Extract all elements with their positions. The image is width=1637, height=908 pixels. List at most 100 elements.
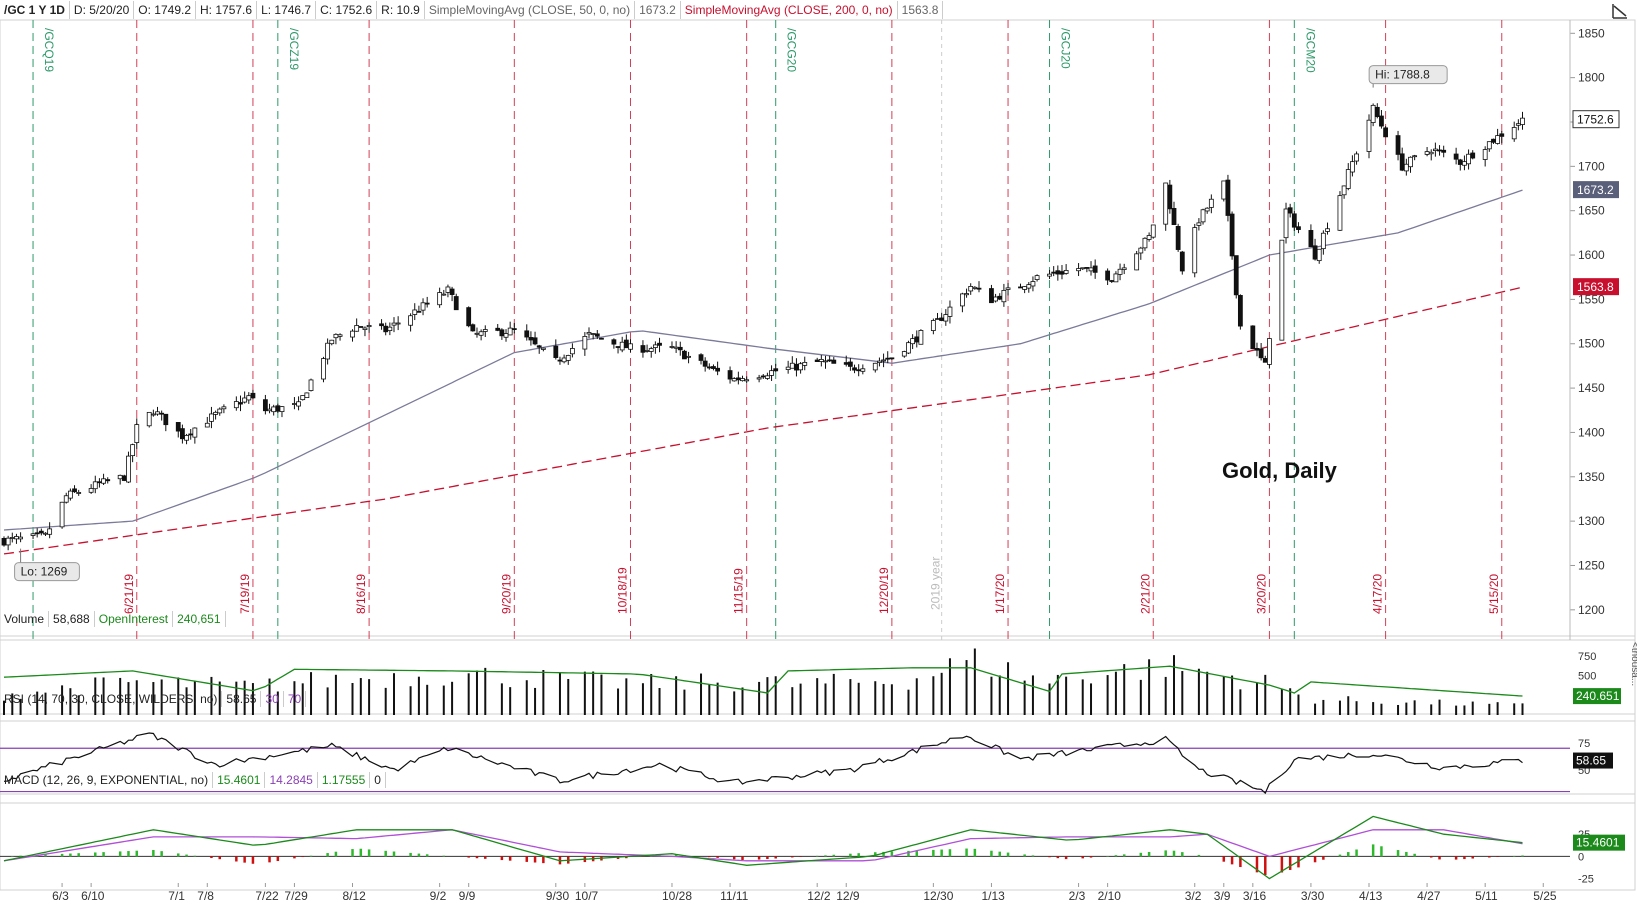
macd-label[interactable]: MACD (12, 26, 9, EXPONENTIAL, no) [0, 772, 214, 788]
candle-body [1163, 182, 1169, 225]
candle-body [1237, 295, 1243, 327]
price-tick-label: 1700 [1578, 159, 1605, 173]
candle-body [1221, 180, 1227, 200]
candle-body [296, 401, 301, 407]
candle-body [901, 351, 907, 357]
x-tick-label: 6/3 [52, 889, 69, 903]
drawing-tool-icon[interactable] [1611, 2, 1629, 20]
candle-body [1051, 271, 1057, 274]
candle-body [184, 434, 189, 441]
macd-avg: 14.2845 [265, 772, 318, 788]
candle-body [262, 399, 268, 412]
candle-body [715, 367, 721, 372]
panel-frame [0, 635, 1636, 722]
sma200-label[interactable]: SimpleMovingAvg (CLOSE, 200, 0, no) [681, 1, 898, 19]
candle-body [233, 401, 239, 409]
symbol-label[interactable]: /GC 1 Y 1D [0, 1, 70, 19]
candle-body [1428, 151, 1434, 155]
candle-body [673, 346, 679, 349]
macd-histogram [11, 844, 1524, 876]
expiry-marker-label: /GCZ19 [287, 28, 301, 70]
candle-body [740, 378, 745, 382]
candle-body [1325, 228, 1330, 232]
candle-body [14, 536, 19, 540]
candle-body [126, 455, 131, 483]
candle-body [242, 397, 248, 403]
candle-body [412, 309, 418, 315]
volume-label[interactable]: Volume [0, 611, 50, 627]
annotation-label: Hi: 1788.8 [1375, 68, 1430, 82]
x-tick-label: 3/30 [1301, 889, 1325, 903]
price-tick-label: 1500 [1578, 337, 1605, 351]
candle-body [1200, 209, 1206, 223]
candle-body [175, 422, 181, 432]
x-tick-label: 7/22 [255, 889, 279, 903]
candle-body [333, 333, 339, 339]
candle-body [209, 413, 214, 422]
candle-body [1312, 245, 1318, 260]
candle-body [30, 533, 36, 536]
candle-body [1412, 155, 1418, 158]
candle-body [1146, 235, 1152, 240]
candle-body [337, 334, 343, 337]
x-tick-label: 7/8 [197, 889, 214, 903]
month-marker-label: 7/19/19 [238, 574, 252, 614]
macd-zero: 0 [370, 772, 386, 788]
candle-body [1250, 325, 1256, 350]
candle-body [146, 411, 152, 427]
sma200-price-label-box [1573, 278, 1619, 296]
candle-body [964, 293, 969, 296]
sma50-label[interactable]: SimpleMovingAvg (CLOSE, 50, 0, no) [425, 1, 636, 19]
price-tick-label: 1600 [1578, 248, 1605, 262]
candle-body [1366, 119, 1372, 152]
rsi-panel-header: RSI (14, 70, 30, CLOSE, WILDERS, no) 58.… [0, 690, 307, 708]
candle-body [794, 363, 799, 371]
rsi-overbought: 70 [284, 691, 307, 707]
candle-body [1453, 153, 1459, 160]
candle-body [246, 395, 252, 401]
candle-body [445, 286, 451, 293]
macd-tick-label: -25 [1578, 874, 1594, 886]
candle-body [1208, 198, 1214, 208]
candle-body [271, 406, 277, 413]
candle-body [1341, 185, 1347, 196]
candle-body [1080, 267, 1086, 270]
open-interest-label[interactable]: OpenInterest [95, 611, 174, 627]
candle-body [105, 479, 111, 482]
candle-body [383, 325, 389, 333]
candle-body [38, 530, 44, 534]
x-tick-label: 5/11 [1475, 889, 1498, 903]
panel-frame [0, 793, 1636, 891]
candle-body [960, 293, 965, 307]
open-interest-line [3, 665, 1523, 697]
candle-body [1291, 213, 1297, 228]
candle-body [63, 495, 69, 503]
rsi-line [3, 732, 1523, 795]
candle-body [1134, 253, 1140, 271]
candle-body [1424, 151, 1430, 155]
candle-body [930, 320, 936, 331]
candle-body [623, 339, 629, 349]
candle-body [711, 366, 716, 369]
candle-body [744, 379, 750, 382]
candle-body [424, 302, 430, 305]
macd-diff: 1.17555 [318, 772, 371, 788]
candle-body [669, 346, 675, 348]
candle-body [1121, 267, 1127, 270]
x-tick-label: 7/29 [284, 889, 308, 903]
candle-body [594, 333, 600, 337]
volume-tick-label: 500 [1578, 671, 1596, 683]
candle-body [1267, 338, 1272, 365]
x-tick-label: 4/27 [1417, 889, 1441, 903]
x-tick-label: 5/25 [1533, 889, 1557, 903]
rsi-label[interactable]: RSI (14, 70, 30, CLOSE, WILDERS, no) [0, 691, 223, 707]
candle-body [350, 330, 355, 338]
month-marker-label: 9/20/19 [499, 574, 513, 614]
candle-body [935, 318, 940, 320]
candle-body [1150, 224, 1156, 238]
open-interest-value: 240,651 [173, 611, 226, 627]
candle-body [9, 537, 15, 539]
candle-body [1345, 169, 1351, 189]
month-marker-label: 5/15/20 [1487, 574, 1501, 614]
